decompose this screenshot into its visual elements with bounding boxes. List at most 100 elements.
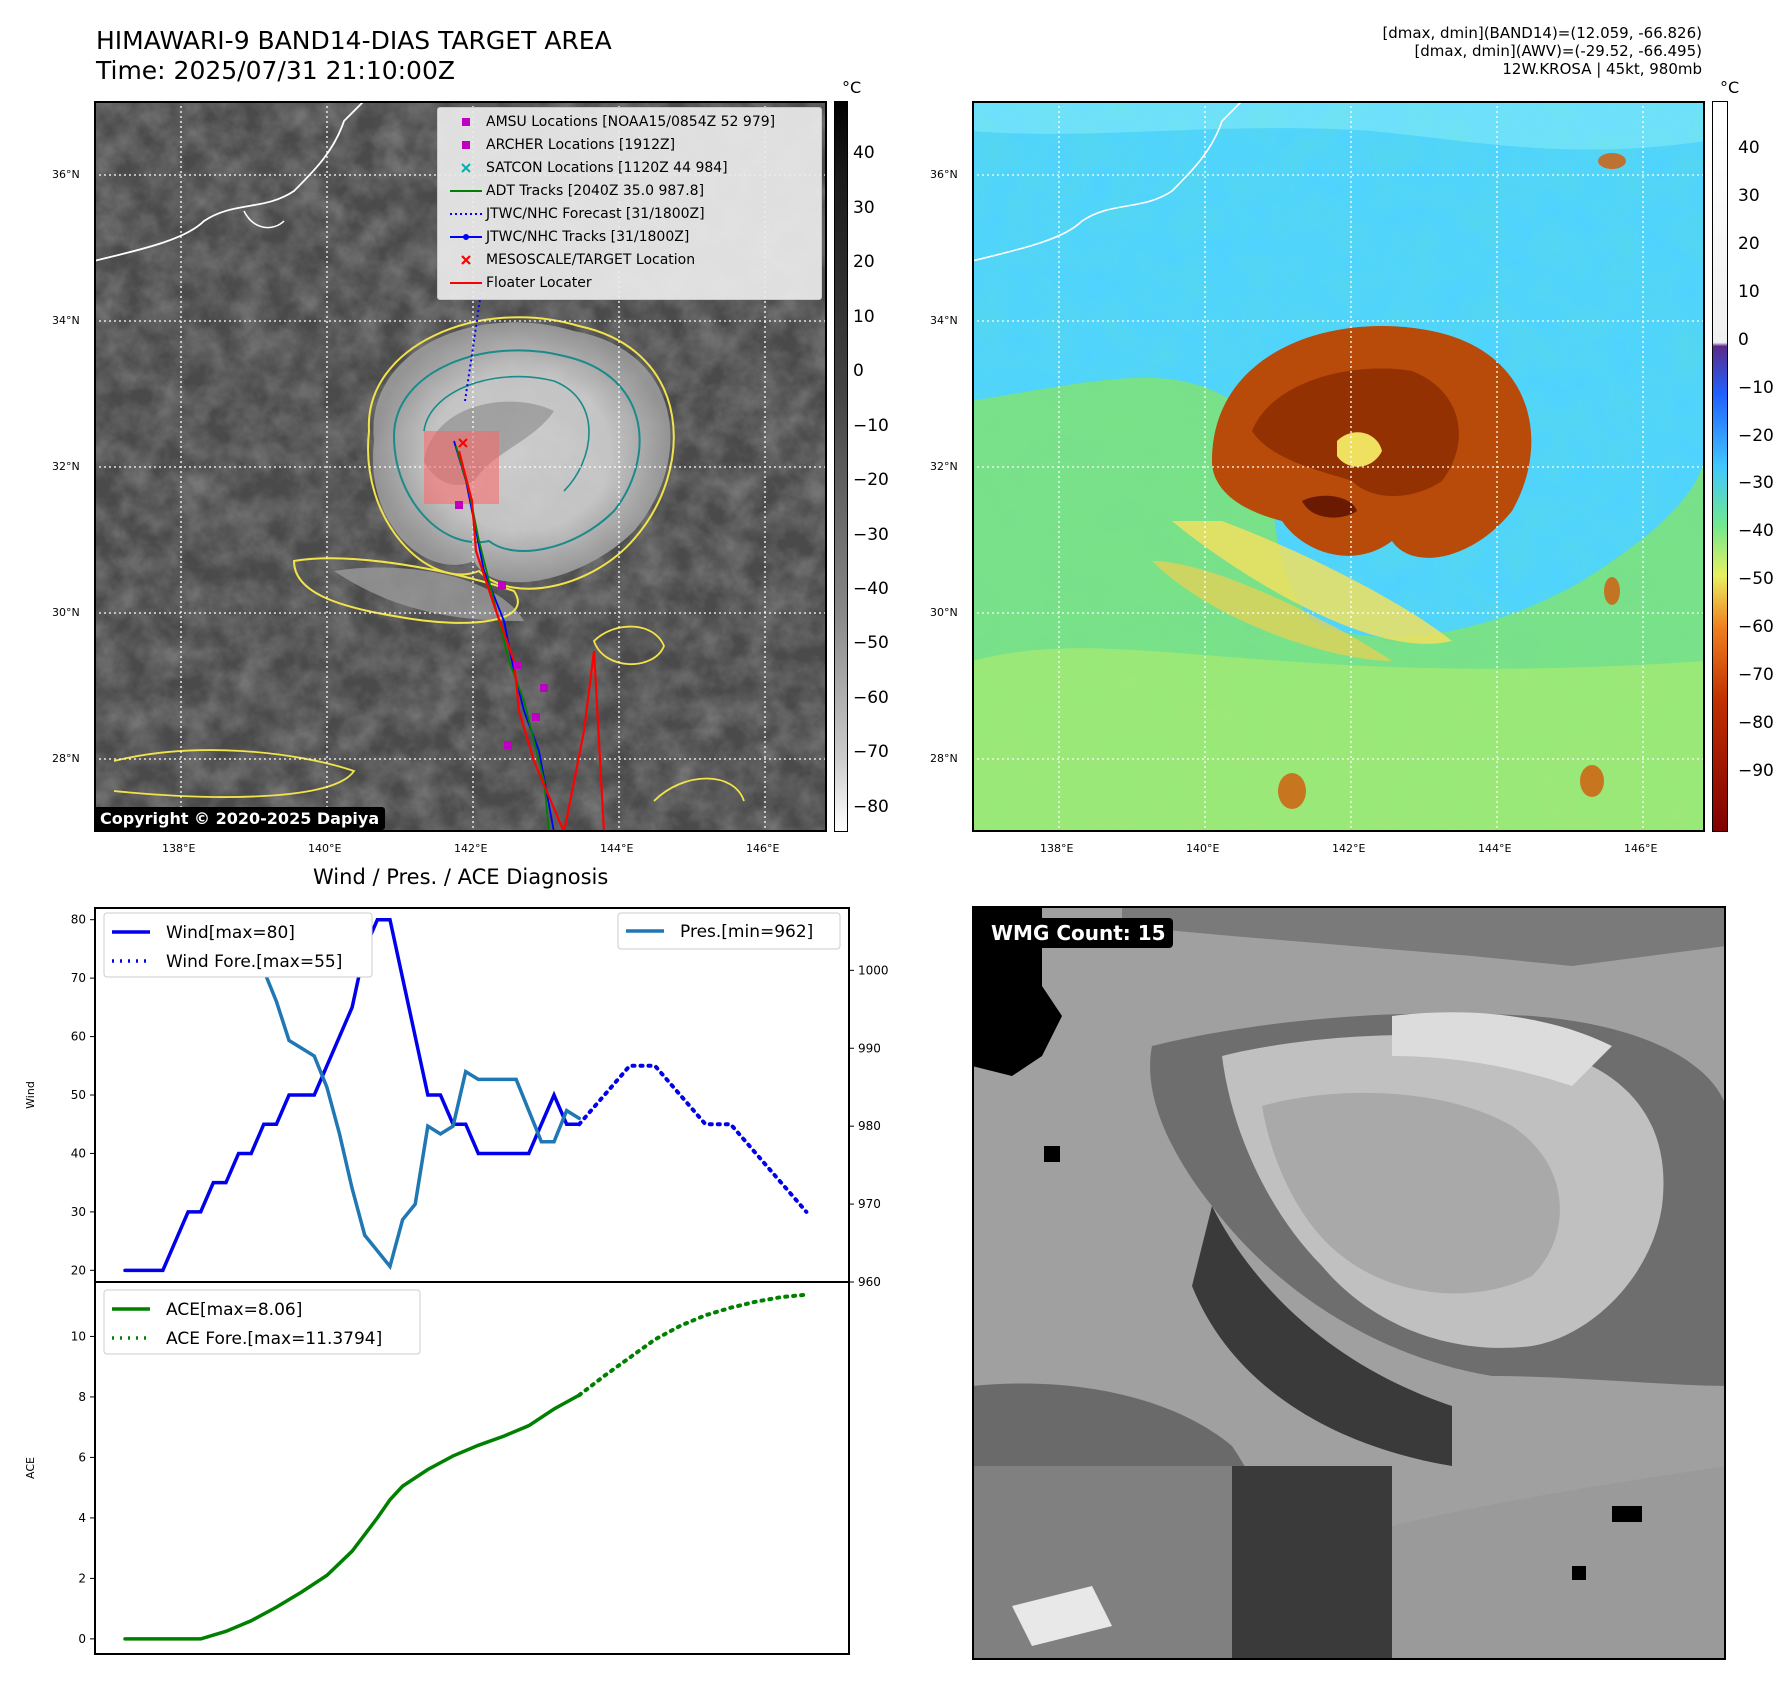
legend-entry: ADT Tracks [2040Z 35.0 987.8]	[450, 183, 705, 199]
legend-entry: JTWC/NHC Tracks [31/1800Z]	[446, 227, 689, 247]
awv-color-map	[972, 101, 1705, 832]
legend-box	[103, 912, 373, 978]
floater-track	[457, 450, 606, 832]
colorbar-tick: −90	[1738, 760, 1774, 781]
colorbar-tick: −20	[853, 470, 889, 491]
color-colorbar	[1712, 101, 1728, 832]
lat-label: 34°N	[930, 314, 958, 327]
colorbar-tick: −80	[1738, 712, 1774, 733]
wind-legend: Wind[max=80] Wind Fore.[max=55]	[103, 912, 373, 978]
colorbar-unit: °C	[842, 78, 862, 97]
copyright-label: Copyright © 2020-2025 Dapiya	[94, 807, 386, 830]
legend-entry: MESOSCALE/TARGET Location	[446, 250, 695, 270]
colorbar-tick: 30	[1738, 186, 1760, 207]
amsu-markers	[455, 501, 548, 749]
legend-label: ACE[max=8.06]	[166, 1300, 302, 1320]
lat-label: 36°N	[930, 168, 958, 181]
legend-entry: AMSU Locations [NOAA15/0854Z 52 979]	[446, 112, 775, 132]
info-line-3: 12W.KROSA | 45kt, 980mb	[1502, 60, 1702, 78]
ir-map-frame	[94, 101, 827, 832]
series-line	[577, 1063, 809, 1214]
lat-label: 28°N	[930, 752, 958, 765]
colorbar-tick: −70	[853, 742, 889, 763]
series-line	[123, 917, 582, 1273]
wmg-image	[972, 906, 1726, 1660]
colorbar-tick: 0	[853, 361, 864, 382]
legend-entry: ARCHER Locations [1912Z]	[446, 135, 675, 155]
legend-label: Pres.[min=962]	[680, 922, 813, 942]
legend-box	[617, 912, 841, 950]
colorbar-tick: −10	[1738, 377, 1774, 398]
colorbar-tick: 10	[1738, 281, 1760, 302]
lon-label: 142°E	[1332, 842, 1366, 855]
lat-label: 30°N	[52, 606, 80, 619]
y-tick-label: 2	[78, 1571, 86, 1585]
lat-label: 36°N	[52, 168, 80, 181]
colorbar-tick: −50	[853, 633, 889, 654]
y-tick-label: 6	[78, 1450, 86, 1464]
y-tick-label: 20	[71, 1263, 86, 1277]
legend-entry: Floater Locater	[450, 275, 592, 291]
grayscale-colorbar	[834, 101, 848, 832]
legend-entry: SATCON Locations [1120Z 44 984]	[446, 158, 728, 178]
colorbar-tick: −70	[1738, 664, 1774, 685]
lat-label: 34°N	[52, 314, 80, 327]
lon-label: 140°E	[308, 842, 342, 855]
ace-chart: 0 2 4 6 8 10 ACE ACE[max=8.06] ACE Fore.[max=11.…	[24, 1281, 850, 1655]
lon-label: 144°E	[1478, 842, 1512, 855]
series-line	[123, 1393, 582, 1641]
y-tick-label: 80	[71, 913, 86, 927]
lon-label: 144°E	[600, 842, 634, 855]
map-legend: AMSU Locations [NOAA15/0854Z 52 979] ARC…	[437, 107, 822, 300]
y-axis-label: ACE	[24, 1457, 37, 1479]
legend-entry: JTWC/NHC Forecast [31/1800Z]	[450, 206, 705, 222]
wind-pressure-chart: 203040506070809609709809901000WindPressu…	[24, 907, 889, 1289]
legend-label: Wind[max=80]	[166, 923, 295, 943]
plot-frame	[94, 1281, 850, 1655]
y-right-tick-label: 970	[858, 1197, 881, 1211]
pressure-legend: Pres.[min=962]	[617, 912, 841, 950]
colorbar-tick: −50	[1738, 569, 1774, 590]
y-tick-label: 30	[71, 1205, 86, 1219]
colorbar-tick: −40	[1738, 521, 1774, 542]
lat-label: 32°N	[930, 460, 958, 473]
y-right-tick-label: 980	[858, 1119, 881, 1133]
lon-label: 140°E	[1186, 842, 1220, 855]
y-tick-label: 50	[71, 1088, 86, 1102]
colorbar-tick: −80	[853, 796, 889, 817]
wmg-frame	[972, 906, 1726, 1660]
colorbar-tick: −30	[853, 524, 889, 545]
awv-map-frame	[972, 101, 1705, 832]
colorbar-tick: 20	[853, 252, 875, 273]
lat-label: 32°N	[52, 460, 80, 473]
awv-map-image	[972, 101, 1705, 832]
figure-title: HIMAWARI-9 BAND14-DIAS TARGET AREA Time: …	[96, 26, 612, 86]
wmg-panel	[972, 906, 1726, 1660]
ace-legend: ACE[max=8.06] ACE Fore.[max=11.3794]	[103, 1289, 421, 1355]
y-tick-label: 10	[71, 1329, 86, 1343]
colorbar-unit: °C	[1720, 78, 1740, 97]
lon-label: 138°E	[1040, 842, 1074, 855]
colorbar-tick: −60	[853, 687, 889, 708]
y-right-tick-label: 960	[858, 1275, 881, 1289]
title-line-1: HIMAWARI-9 BAND14-DIAS TARGET AREA	[96, 26, 612, 55]
y-right-tick-label: 990	[858, 1041, 881, 1055]
y-tick-label: 8	[78, 1390, 86, 1404]
legend-label: Wind Fore.[max=55]	[166, 952, 342, 972]
y-right-tick-label: 1000	[858, 963, 889, 977]
legend-box	[103, 1289, 421, 1355]
forecast-track	[464, 270, 485, 402]
y-tick-label: 40	[71, 1146, 86, 1160]
info-line-1: [dmax, dmin](BAND14)=(12.059, -66.826)	[1382, 24, 1702, 42]
target-marker	[458, 438, 468, 448]
lon-label: 138°E	[162, 842, 196, 855]
lat-label: 28°N	[52, 752, 80, 765]
legend-label: ACE Fore.[max=11.3794]	[166, 1329, 382, 1349]
colorbar-tick: 40	[1738, 138, 1760, 159]
diagnosis-title: Wind / Pres. / ACE Diagnosis	[313, 865, 609, 889]
y-tick-label: 0	[78, 1632, 86, 1646]
colorbar-tick: −30	[1738, 473, 1774, 494]
wmg-count-label: WMG Count: 15	[984, 918, 1173, 948]
colorbar-tick: 0	[1738, 329, 1749, 350]
colorbar-tick: 20	[1738, 234, 1760, 254]
